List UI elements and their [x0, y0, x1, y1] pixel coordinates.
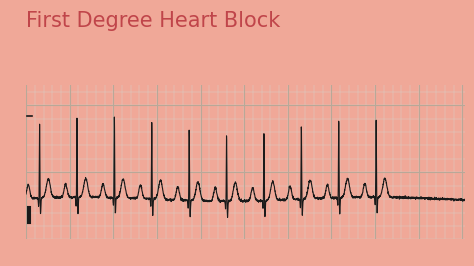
Text: First Degree Heart Block: First Degree Heart Block — [26, 11, 280, 31]
